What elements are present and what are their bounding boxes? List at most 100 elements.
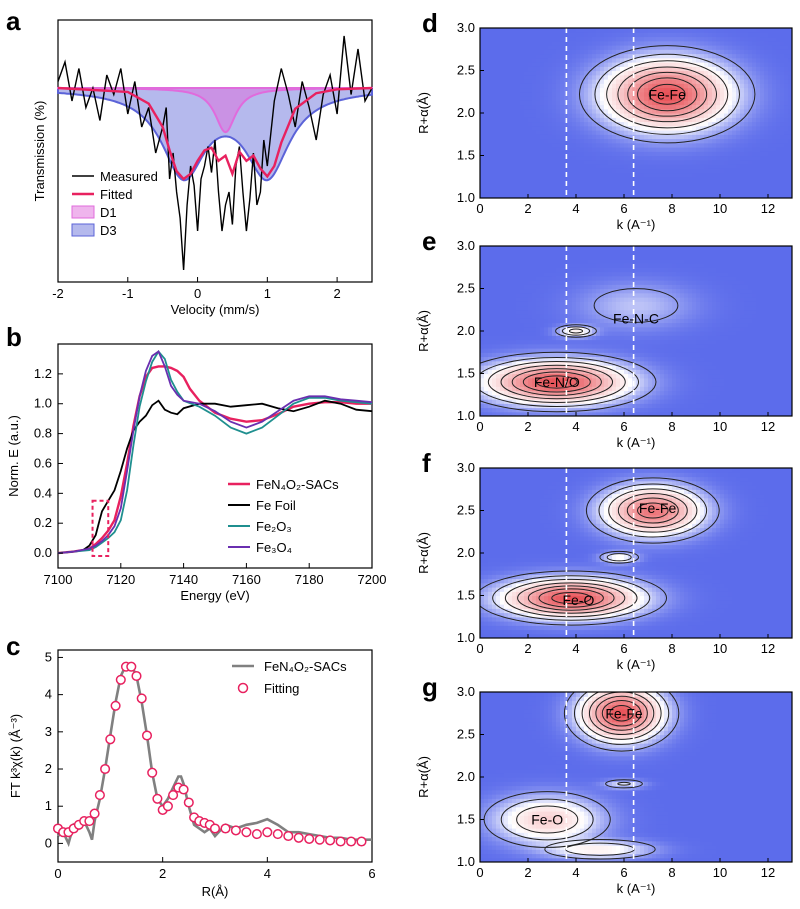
heat-cell: [588, 53, 593, 59]
heat-cell: [536, 36, 541, 42]
heat-cell: [760, 172, 765, 178]
heat-cell: [724, 176, 729, 182]
heat-cell: [708, 159, 713, 165]
heat-cell: [660, 100, 665, 106]
heat-cell: [648, 113, 653, 118]
heat-cell: [572, 407, 577, 413]
heat-cell: [688, 185, 693, 191]
heat-cell: [520, 373, 525, 379]
heat-cell: [480, 104, 485, 110]
heat-cell: [532, 331, 537, 336]
heat-cell: [596, 322, 601, 328]
heat-cell: [556, 121, 561, 127]
heat-cell: [704, 104, 709, 110]
heat-cell: [680, 36, 685, 42]
heat-cell: [752, 117, 757, 123]
heat-cell: [600, 377, 605, 383]
heat-cell: [576, 83, 581, 89]
heat-cell: [580, 45, 585, 50]
heat-cell: [496, 121, 501, 127]
heat-cell: [620, 117, 625, 123]
heat-cell: [732, 32, 737, 38]
fit-point: [131, 670, 142, 682]
heat-cell: [496, 360, 501, 366]
heat-cell: [596, 108, 601, 114]
heat-cell: [788, 185, 792, 191]
heat-cell: [696, 53, 701, 59]
heat-cell: [568, 45, 573, 50]
heat-cell: [600, 335, 605, 341]
heat-cell: [556, 193, 561, 198]
heat-cell: [604, 382, 609, 387]
heat-cell: [480, 390, 485, 396]
heat-cell: [656, 40, 661, 46]
heat-cell: [784, 28, 789, 33]
heat-cell: [608, 301, 613, 307]
heat-cell: [624, 104, 629, 110]
heat-cell: [584, 373, 589, 379]
heat-cell: [616, 339, 621, 345]
heat-cell: [624, 40, 629, 46]
heat-cell: [488, 32, 493, 38]
heat-cell: [528, 254, 533, 260]
heat-cell: [540, 258, 545, 264]
heat-cell: [752, 121, 757, 127]
heat-cell: [520, 49, 525, 55]
heat-cell: [776, 49, 781, 55]
heat-cell: [524, 74, 529, 80]
heat-cell: [512, 326, 517, 332]
heat-cell: [516, 117, 521, 123]
heat-cell: [756, 113, 761, 118]
heat-cell: [760, 181, 765, 186]
heat-cell: [728, 176, 733, 182]
heat-cell: [628, 246, 633, 251]
heat-cell: [488, 74, 493, 80]
heat-cell: [612, 62, 617, 67]
heat-cell: [620, 28, 625, 33]
fit-point: [168, 790, 179, 801]
heat-cell: [556, 267, 561, 273]
heat-cell: [704, 134, 709, 140]
heat-cell: [628, 356, 633, 362]
heat-cell: [708, 83, 713, 89]
heat-cell: [664, 45, 669, 50]
heat-cell: [612, 49, 617, 55]
legend-label: Fe₃O₄: [256, 540, 292, 555]
heat-cell: [592, 309, 597, 315]
heat-cell: [744, 91, 749, 97]
heat-cell: [684, 49, 689, 55]
heat-cell: [588, 382, 593, 387]
heat-cell: [552, 125, 557, 131]
heat-cell: [760, 125, 765, 131]
heat-cell: [512, 189, 517, 195]
heat-cell: [492, 360, 497, 366]
heat-cell: [612, 284, 617, 290]
heat-cell: [680, 147, 685, 152]
heat-cell: [740, 121, 745, 127]
heat-cell: [648, 121, 653, 127]
heat-cell: [592, 168, 597, 174]
heat-cell: [772, 57, 777, 63]
heat-cell: [756, 172, 761, 178]
heat-cell: [576, 407, 581, 413]
heat-cell: [624, 159, 629, 165]
heat-cell: [508, 292, 513, 298]
heat-cell: [564, 151, 569, 157]
heat-cell: [504, 377, 509, 383]
heat-cell: [528, 142, 533, 148]
heat-cell: [712, 36, 717, 42]
heat-cell: [608, 403, 613, 409]
heat-cell: [592, 394, 597, 400]
heat-cell: [488, 189, 493, 195]
heat-cell: [660, 87, 665, 93]
heat-cell: [624, 113, 629, 118]
heat-cell: [748, 134, 753, 140]
heat-cell: [532, 74, 537, 80]
heat-cell: [668, 142, 673, 148]
heat-cell: [616, 151, 621, 157]
heat-cell: [596, 318, 601, 324]
heat-cell: [624, 309, 629, 315]
heat-cell: [664, 130, 669, 135]
heat-cell: [688, 32, 693, 38]
heat-cell: [520, 159, 525, 165]
